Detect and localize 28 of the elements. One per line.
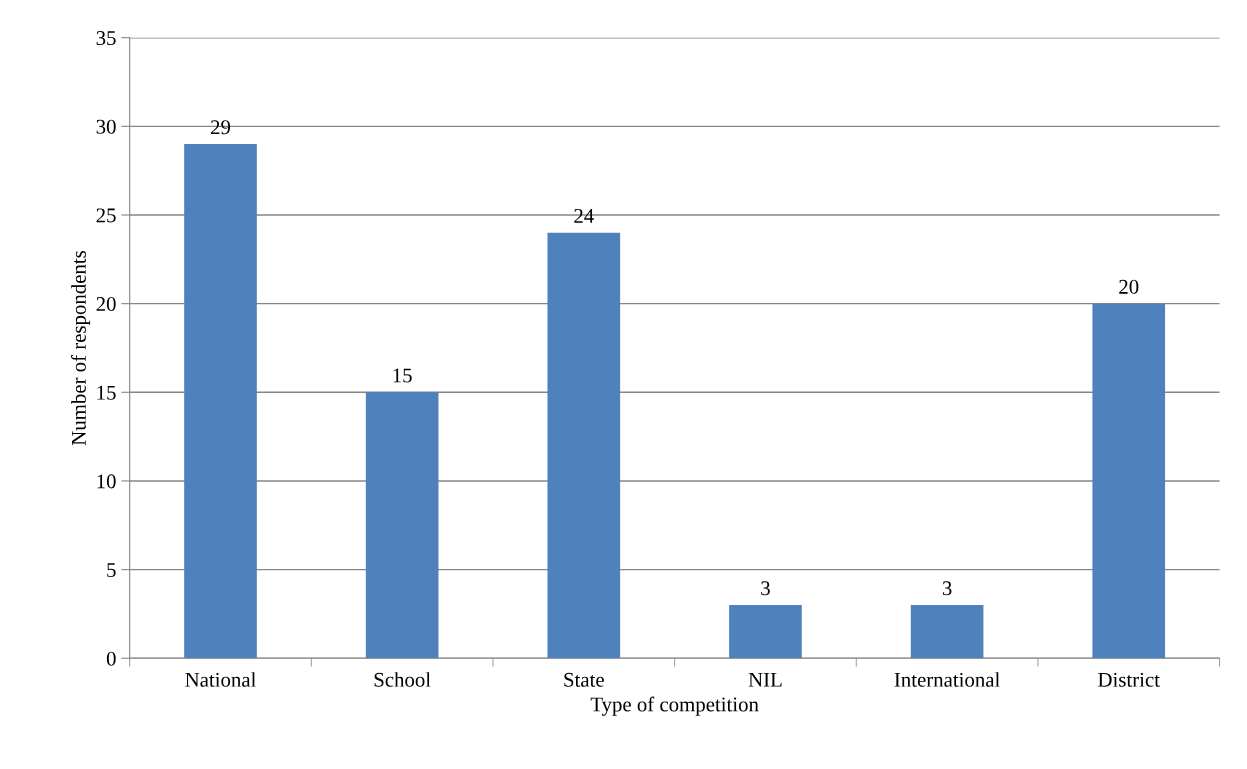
y-tick-label: 35 [96,31,116,46]
x-tick-label: International [894,672,1000,687]
bar [365,392,439,659]
data-label: 3 [761,581,770,596]
y-tick-label: 15 [97,385,116,400]
data-label: 24 [574,208,594,223]
y-tick-label: 5 [107,563,116,578]
x-axis-title: Type of competition [590,696,759,716]
x-tick-label: State [564,672,604,687]
data-label: 29 [211,120,231,135]
y-tick-label: 25 [96,208,116,223]
x-tick-label: National [185,672,256,687]
data-label: 3 [942,581,952,596]
data-label: 15 [393,368,412,383]
y-tick-label: 20 [96,297,116,312]
x-tick-label: District [1098,672,1160,687]
y-axis-title: Number of respondents [71,250,91,446]
bar [1092,303,1166,659]
bar [729,605,802,659]
data-label: 20 [1119,279,1139,294]
y-tick-label: 30 [96,119,116,134]
x-tick-label: School [374,672,431,687]
y-tick-label: 10 [97,474,116,489]
bar [910,605,984,659]
bar [547,232,621,659]
x-tick-label: NIL [748,672,782,687]
y-tick-label: 0 [106,651,116,666]
bar [184,144,257,659]
